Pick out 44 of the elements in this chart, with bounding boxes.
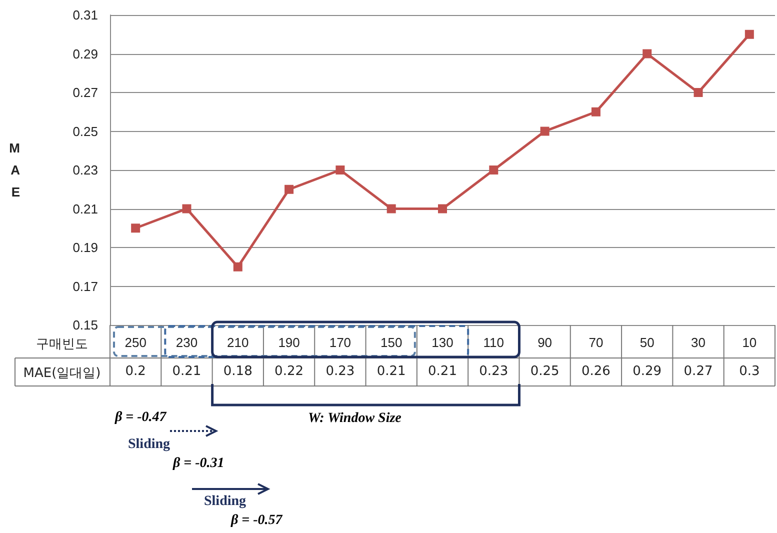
x-tick-label: 190: [278, 335, 300, 350]
text: β = -0.31: [173, 456, 224, 472]
x-tick-label: 70: [588, 335, 604, 350]
data-label: 0.22: [274, 364, 304, 379]
data-label: 0.27: [684, 364, 713, 379]
data-label: 0.23: [479, 364, 508, 379]
data-label: 0.21: [428, 364, 457, 379]
data-label: 0.21: [376, 364, 406, 379]
data-label: 0.18: [223, 364, 252, 379]
data-label: 0.23: [326, 364, 355, 379]
x-tick-label: 170: [329, 335, 352, 350]
x-tick-label: 230: [176, 335, 198, 350]
y-tick-label: 0.21: [72, 201, 98, 216]
data-label: 0.26: [581, 364, 610, 379]
y-tick-label: 0.29: [72, 46, 98, 62]
y-tick-label: 0.23: [72, 162, 98, 178]
y-tick-label: 0.31: [72, 8, 98, 22]
x-axis-title: 구매빈도: [36, 336, 88, 353]
text: MAE(일대일): [23, 365, 101, 382]
x-tick-label: 250: [124, 335, 146, 350]
data-label: 0.21: [172, 364, 202, 379]
y-tick-label: 0.19: [72, 240, 98, 255]
data-label: 0.25: [530, 364, 560, 379]
x-tick-label: 90: [538, 335, 552, 350]
y-axis-title: MAE: [9, 140, 21, 200]
data-label: 0.2: [125, 364, 146, 379]
x-tick-label: 150: [380, 335, 402, 350]
x-tick-label: 10: [742, 335, 757, 350]
text: β = -0.57: [231, 513, 282, 529]
data-label: 0.29: [632, 364, 662, 379]
x-tick-label: 130: [432, 335, 454, 350]
text: Sliding: [204, 494, 246, 510]
y-tick-label: 0.15: [72, 318, 98, 332]
data-label: 0.3: [739, 364, 760, 379]
text: β = -0.47: [115, 410, 166, 426]
y-tick-label: 0.27: [72, 85, 98, 100]
y-tick-label: 0.17: [72, 278, 98, 294]
x-tick-label: 50: [640, 335, 654, 350]
x-tick-label: 210: [227, 335, 249, 350]
text: W: Window Size: [308, 411, 402, 427]
x-tick-label: 30: [691, 335, 706, 350]
text: Sliding: [128, 437, 170, 453]
y-tick-label: 0.25: [72, 124, 98, 139]
x-tick-label: 110: [483, 335, 504, 350]
